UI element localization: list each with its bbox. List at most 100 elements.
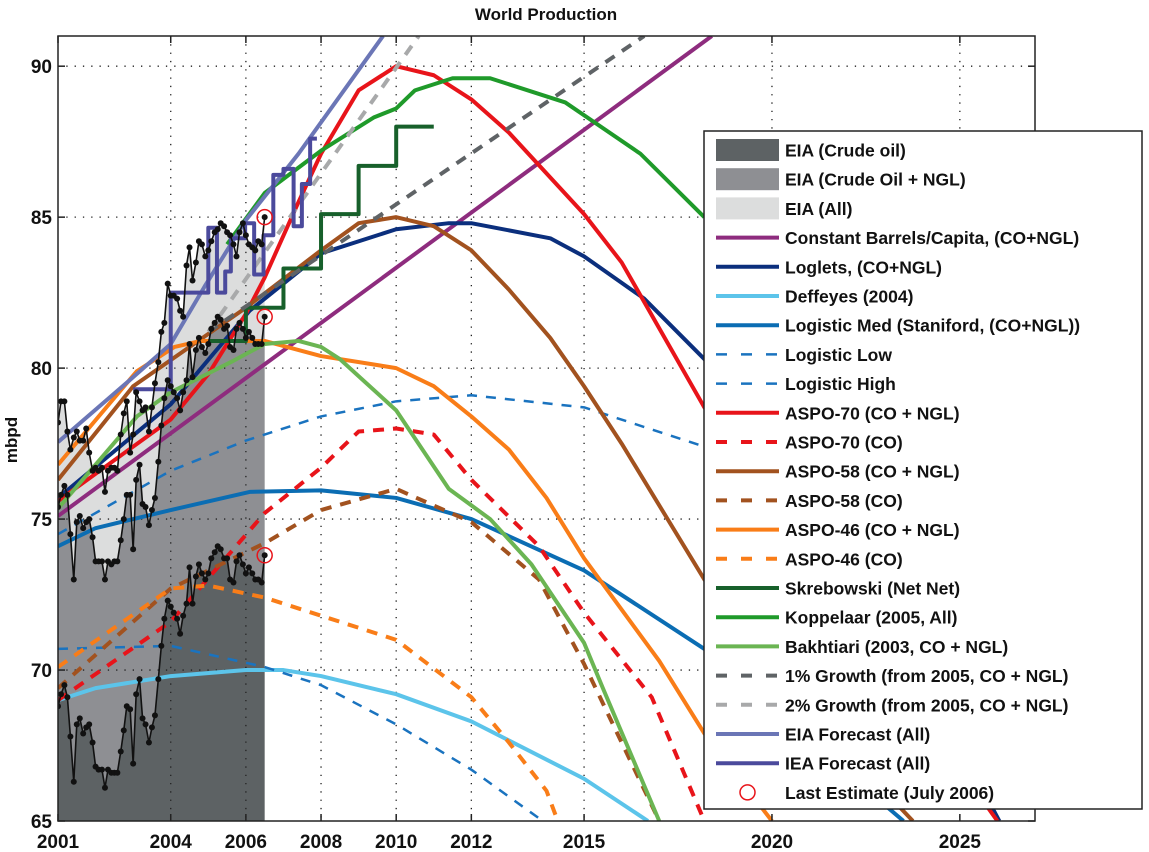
data-point xyxy=(245,564,252,571)
data-point xyxy=(174,395,181,402)
data-point xyxy=(192,259,199,266)
legend-label: EIA Forecast (All) xyxy=(785,725,930,745)
data-point xyxy=(189,600,196,607)
legend-label: Skrebowski (Net Net) xyxy=(785,579,960,599)
legend-item-aspo-70-co-ngl: ASPO-70 (CO + NGL) xyxy=(716,403,960,423)
legend-item-last-estimate-july-2006: Last Estimate (July 2006) xyxy=(739,783,994,803)
data-point xyxy=(230,579,237,586)
data-point xyxy=(189,277,196,284)
data-point xyxy=(114,467,121,474)
data-point xyxy=(177,307,184,314)
legend-marker-icon xyxy=(739,784,756,801)
x-tick-label: 2020 xyxy=(751,832,793,852)
y-tick-label: 75 xyxy=(31,510,53,531)
data-point xyxy=(252,247,259,254)
series-aspo-70-co xyxy=(58,426,707,821)
legend-label: EIA (Crude oil) xyxy=(785,141,906,161)
legend-label: Deffeyes (2004) xyxy=(785,287,913,307)
data-point xyxy=(249,334,256,341)
legend-label: EIA (Crude Oil + NGL) xyxy=(785,170,966,190)
legend-label: Bakhtiari (2003, CO + NGL) xyxy=(785,637,1008,657)
data-point xyxy=(145,522,152,529)
data-point xyxy=(117,537,124,544)
data-point xyxy=(73,721,80,728)
data-point xyxy=(70,576,77,583)
legend: EIA (Crude oil) EIA (Crude Oil + NGL) EIA … xyxy=(703,130,1143,810)
data-point xyxy=(195,561,202,568)
data-point xyxy=(221,223,228,230)
legend-item-aspo-46-co: ASPO-46 (CO) xyxy=(716,549,903,569)
y-tick-label: 85 xyxy=(31,208,53,229)
data-point xyxy=(67,531,74,538)
data-point xyxy=(123,398,130,405)
data-point xyxy=(80,730,87,737)
data-point xyxy=(61,482,68,489)
data-point xyxy=(73,519,80,526)
data-point xyxy=(239,561,246,568)
data-point xyxy=(61,682,68,689)
legend-swatch xyxy=(716,197,779,220)
data-point xyxy=(236,552,243,559)
data-point xyxy=(120,516,127,523)
series-constant-barrels-capita-co-ngl xyxy=(58,36,714,518)
data-point xyxy=(130,760,137,767)
area-eia-crude-oil-ngl xyxy=(58,316,265,788)
data-point xyxy=(208,555,215,562)
data-point xyxy=(233,558,240,565)
data-point xyxy=(233,325,240,332)
legend-item-aspo-58-co-ngl: ASPO-58 (CO + NGL) xyxy=(716,462,960,482)
data-point xyxy=(142,721,149,728)
data-point xyxy=(101,784,108,791)
legend-label: ASPO-70 (CO + NGL) xyxy=(785,403,960,423)
legend-label: Constant Barrels/Capita, (CO+NGL) xyxy=(785,228,1079,248)
data-point xyxy=(142,404,149,411)
data-point xyxy=(158,328,165,335)
legend-item-eia-crude-oil: EIA (Crude oil) xyxy=(716,139,906,161)
legend-label: ASPO-58 (CO) xyxy=(785,491,903,511)
data-point xyxy=(205,247,212,254)
legend-item-bakhtiari-2003-co-ngl: Bakhtiari (2003, CO + NGL) xyxy=(716,637,1008,657)
data-point xyxy=(86,516,93,523)
data-point xyxy=(180,313,187,320)
data-point xyxy=(76,715,83,722)
data-point xyxy=(73,428,80,435)
data-point xyxy=(145,428,152,435)
data-point xyxy=(80,525,87,532)
legend-swatch xyxy=(716,168,779,191)
data-point xyxy=(130,431,137,438)
data-point xyxy=(67,446,74,453)
data-point xyxy=(86,721,93,728)
data-point xyxy=(258,241,265,248)
legend-item-eia-crude-oil-ngl: EIA (Crude Oil + NGL) xyxy=(716,168,966,191)
data-point xyxy=(101,576,108,583)
y-tick-label: 70 xyxy=(31,661,52,682)
series-bakhtiari-2003-co-ngl xyxy=(58,338,662,821)
data-point xyxy=(86,449,93,456)
legend-label: IEA Forecast (All) xyxy=(785,754,930,774)
legend-label: Logistic High xyxy=(785,374,896,394)
data-point xyxy=(58,691,65,698)
legend-label: EIA (All) xyxy=(785,199,852,219)
data-point xyxy=(164,377,171,384)
data-point xyxy=(258,579,265,586)
data-point xyxy=(139,715,146,722)
legend-label: Last Estimate (July 2006) xyxy=(785,783,994,803)
data-point xyxy=(242,334,249,341)
data-point xyxy=(133,476,140,483)
eia-data-points xyxy=(58,214,268,791)
legend-item-loglets-co-ngl: Loglets, (CO+NGL) xyxy=(716,257,942,277)
x-tick-label: 2001 xyxy=(37,832,80,852)
data-point xyxy=(242,232,249,239)
data-point xyxy=(198,241,205,248)
data-point xyxy=(224,322,231,329)
chart-title: World Production xyxy=(475,5,617,24)
data-point xyxy=(167,603,174,610)
data-point xyxy=(148,507,155,514)
data-point xyxy=(76,513,83,520)
last-estimate-markers xyxy=(256,208,273,564)
legend-item-eia-forecast-all: EIA Forecast (All) xyxy=(716,725,930,745)
data-point xyxy=(136,398,143,405)
legend-item-2-growth-from-2005-co-ngl: 2% Growth (from 2005, CO + NGL) xyxy=(716,695,1068,715)
data-point xyxy=(211,549,218,556)
